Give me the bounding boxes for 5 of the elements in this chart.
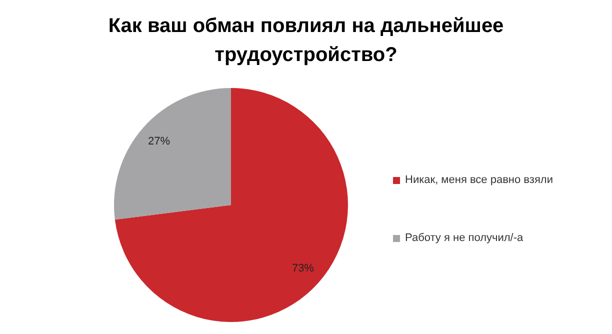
chart-title: Как ваш обман повлиял на дальнейшее трудоустройство? — [107, 14, 505, 68]
data-label: 73% — [292, 262, 314, 274]
data-label: 27% — [148, 136, 170, 148]
legend-label: Работу я не получил/-а — [405, 232, 524, 244]
legend-label: Никак, меня все равно взяли — [405, 174, 553, 186]
